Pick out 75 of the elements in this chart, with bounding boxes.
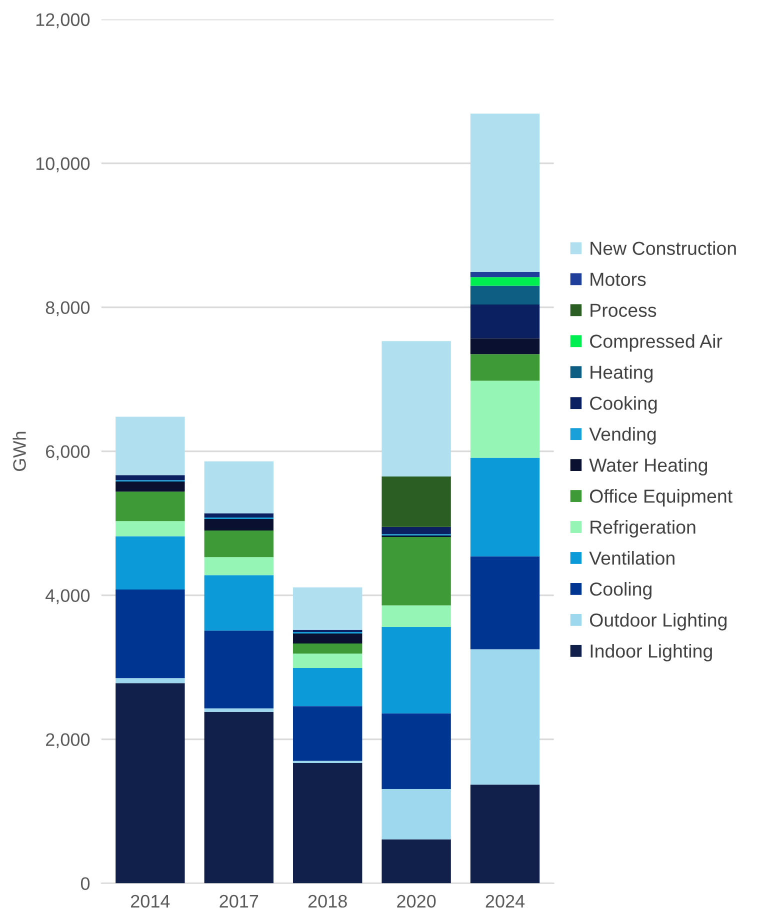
- bar: [382, 788, 451, 840]
- legend-label: Compressed Air: [590, 334, 722, 352]
- y-axis-title: GWh: [12, 432, 26, 471]
- bar: [293, 760, 362, 764]
- y-tick-label: 10,000: [36, 157, 90, 172]
- legend-label: Office Equipment: [590, 489, 732, 507]
- bar: [470, 380, 540, 458]
- bar: [204, 712, 274, 884]
- bar: [382, 341, 451, 477]
- bar: [382, 626, 451, 714]
- bar: [382, 536, 451, 606]
- bar: [293, 644, 362, 654]
- legend-label: Indoor Lighting: [590, 644, 712, 662]
- legend-label: Ventilation: [589, 551, 674, 565]
- legend-label: Motors: [590, 272, 646, 286]
- bar: [204, 630, 274, 708]
- y-tick-label: 4,000: [46, 589, 90, 604]
- legend-label: Cooking: [590, 396, 657, 414]
- bar: [204, 513, 274, 518]
- bar: [204, 557, 274, 576]
- legend-label: Refrigeration: [590, 520, 696, 538]
- bar: [293, 706, 362, 761]
- bar: [204, 518, 274, 531]
- bar: [470, 784, 540, 884]
- bar: [470, 114, 540, 272]
- bar: [382, 839, 451, 884]
- legend-label: Process: [590, 304, 656, 317]
- bar: [293, 630, 362, 632]
- bar: [382, 713, 451, 789]
- legend-label: Vending: [589, 427, 656, 445]
- bar: [470, 272, 540, 278]
- bar: [116, 416, 185, 476]
- y-tick-label: 6,000: [46, 445, 90, 460]
- bar: [470, 338, 540, 354]
- x-tick-label: 2014: [131, 894, 170, 908]
- legend-label: Water Heating: [589, 458, 708, 476]
- legend-label: Outdoor Lighting: [590, 612, 727, 630]
- legend-label: Heating: [590, 365, 653, 383]
- bar: [470, 286, 540, 304]
- bar: [116, 590, 185, 678]
- y-tick-label: 0: [80, 877, 90, 890]
- y-tick-label: 8,000: [46, 301, 90, 316]
- legend-label: Cooling: [590, 582, 652, 600]
- y-tick-label: 2,000: [46, 733, 90, 748]
- bar: [470, 649, 540, 785]
- x-tick-label: 2018: [308, 894, 347, 908]
- bar: [470, 354, 540, 381]
- x-tick-label: 2020: [397, 894, 436, 908]
- x-tick-label: 2017: [220, 894, 258, 908]
- bar: [382, 476, 451, 527]
- bar: [116, 475, 185, 480]
- legend-label: New Construction: [590, 241, 736, 255]
- bar: [382, 526, 451, 534]
- bar: [293, 587, 362, 630]
- bar: [293, 654, 362, 668]
- bar: [116, 492, 185, 522]
- bar: [116, 482, 185, 492]
- bar: [470, 304, 540, 338]
- bar: [382, 605, 451, 627]
- bar: [116, 536, 185, 590]
- bar: [293, 668, 362, 706]
- bar: [204, 461, 274, 514]
- y-tick-label: 12,000: [36, 13, 90, 28]
- bar: [116, 521, 185, 536]
- bar: [116, 678, 185, 684]
- x-tick-label: 2024: [486, 894, 525, 908]
- bar: [116, 683, 185, 884]
- bar: [470, 556, 540, 650]
- bar: [293, 763, 362, 884]
- bar: [204, 575, 274, 631]
- bar: [204, 530, 274, 558]
- bar: [204, 708, 274, 712]
- bar: [293, 633, 362, 644]
- bar: [470, 277, 540, 286]
- bar: [470, 458, 540, 556]
